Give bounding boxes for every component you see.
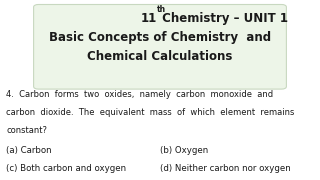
- Text: carbon  dioxide.  The  equivalent  mass  of  which  element  remains: carbon dioxide. The equivalent mass of w…: [6, 108, 295, 117]
- Text: (d) Neither carbon nor oxygen: (d) Neither carbon nor oxygen: [160, 164, 291, 173]
- FancyBboxPatch shape: [34, 4, 286, 89]
- Text: Basic Concepts of Chemistry  and: Basic Concepts of Chemistry and: [49, 31, 271, 44]
- Text: th: th: [157, 4, 166, 14]
- Text: (a) Carbon: (a) Carbon: [6, 146, 52, 155]
- Text: 4.  Carbon  forms  two  oxides,  namely  carbon  monoxide  and: 4. Carbon forms two oxides, namely carbo…: [6, 90, 274, 99]
- Text: (b) Oxygen: (b) Oxygen: [160, 146, 208, 155]
- Text: (c) Both carbon and oxygen: (c) Both carbon and oxygen: [6, 164, 126, 173]
- Text: constant?: constant?: [6, 126, 47, 135]
- Text: Chemical Calculations: Chemical Calculations: [87, 50, 233, 63]
- Text: 11: 11: [140, 12, 157, 25]
- Text: Chemistry – UNIT 1: Chemistry – UNIT 1: [158, 12, 288, 25]
